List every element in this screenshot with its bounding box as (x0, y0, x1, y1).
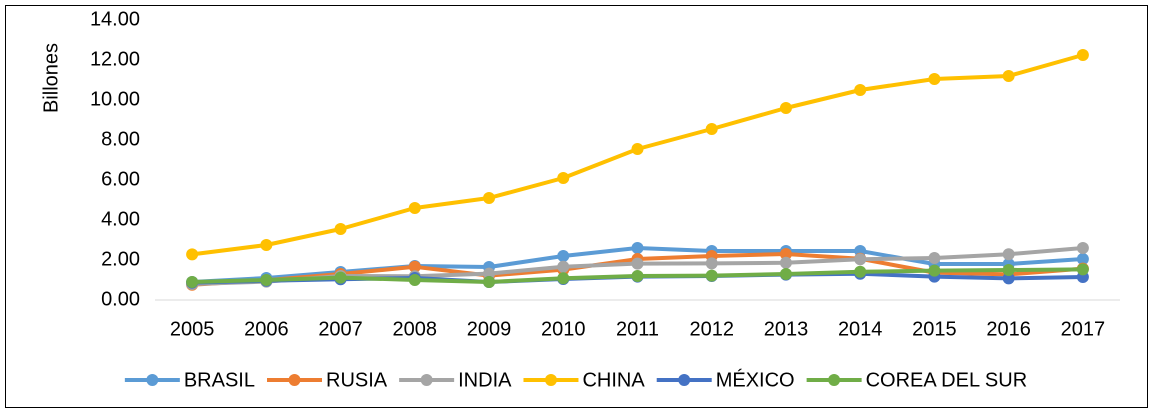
data-point (483, 192, 496, 204)
data-point (557, 172, 570, 184)
data-point (928, 252, 941, 264)
y-tick-label: 4.00 (101, 208, 140, 230)
x-tick-label: 2010 (541, 318, 586, 340)
legend-label: INDIA (458, 369, 512, 391)
legend-marker (420, 374, 433, 386)
data-point (779, 102, 792, 114)
x-tick-label: 2012 (689, 318, 734, 340)
x-tick-label: 2005 (170, 318, 215, 340)
data-point (631, 270, 644, 282)
data-point (705, 257, 718, 270)
legend-label: BRASIL (184, 369, 255, 391)
data-point (779, 256, 792, 269)
data-point (1002, 272, 1015, 285)
data-point (408, 274, 421, 286)
data-point (260, 239, 273, 251)
x-tick-label: 2014 (838, 318, 883, 340)
data-point (854, 265, 867, 278)
data-point (186, 276, 199, 288)
legend-marker (678, 374, 691, 386)
data-point (705, 123, 718, 135)
x-tick-label: 2013 (764, 318, 809, 340)
legend-marker (146, 374, 159, 386)
data-point (1076, 242, 1089, 254)
legend-label: COREA DEL SUR (866, 369, 1028, 391)
legend-label: MÉXICO (716, 368, 795, 391)
data-point (779, 268, 792, 280)
y-tick-label: 8.00 (101, 128, 140, 150)
legend-marker (544, 374, 557, 386)
data-point (260, 274, 273, 286)
x-tick-label: 2017 (1061, 318, 1106, 340)
data-point (1076, 49, 1089, 61)
data-point (408, 202, 421, 214)
y-tick-label: 10.00 (90, 88, 140, 110)
legend-label: CHINA (582, 369, 645, 391)
y-tick-label: 12.00 (90, 48, 140, 70)
data-point (186, 248, 199, 261)
x-tick-label: 2008 (393, 318, 438, 340)
legend-marker (828, 374, 841, 386)
y-axis-label: Billones (40, 43, 62, 113)
data-point (631, 242, 644, 254)
data-point (1076, 263, 1089, 276)
data-point (334, 223, 347, 235)
x-tick-label: 2009 (467, 318, 512, 340)
data-point (557, 250, 570, 262)
data-point (779, 248, 792, 260)
data-point (557, 272, 570, 285)
y-tick-label: 6.00 (101, 168, 140, 190)
x-tick-label: 2007 (318, 318, 363, 340)
data-point (483, 276, 496, 288)
data-point (854, 253, 867, 266)
data-point (631, 257, 644, 270)
x-tick-label: 2006 (244, 318, 289, 340)
data-point (557, 260, 570, 273)
data-point (1002, 70, 1015, 82)
data-point (854, 84, 867, 96)
data-point (1076, 253, 1089, 265)
x-tick-label: 2011 (616, 318, 659, 340)
data-point (408, 260, 421, 273)
x-tick-label: 2016 (986, 318, 1031, 340)
legend-marker (288, 374, 301, 386)
data-point (334, 271, 347, 284)
data-point (928, 264, 941, 277)
y-tick-label: 14.00 (90, 8, 140, 30)
data-point (928, 73, 941, 85)
legend-label: RUSIA (326, 369, 388, 391)
data-point (1002, 264, 1015, 276)
data-point (705, 269, 718, 282)
data-point (483, 267, 496, 280)
data-point (1002, 248, 1015, 261)
data-point (631, 143, 644, 155)
y-tick-label: 0.00 (101, 288, 140, 310)
chart-border (5, 5, 1148, 408)
y-tick-label: 2.00 (101, 248, 140, 270)
x-tick-label: 2015 (912, 318, 957, 340)
